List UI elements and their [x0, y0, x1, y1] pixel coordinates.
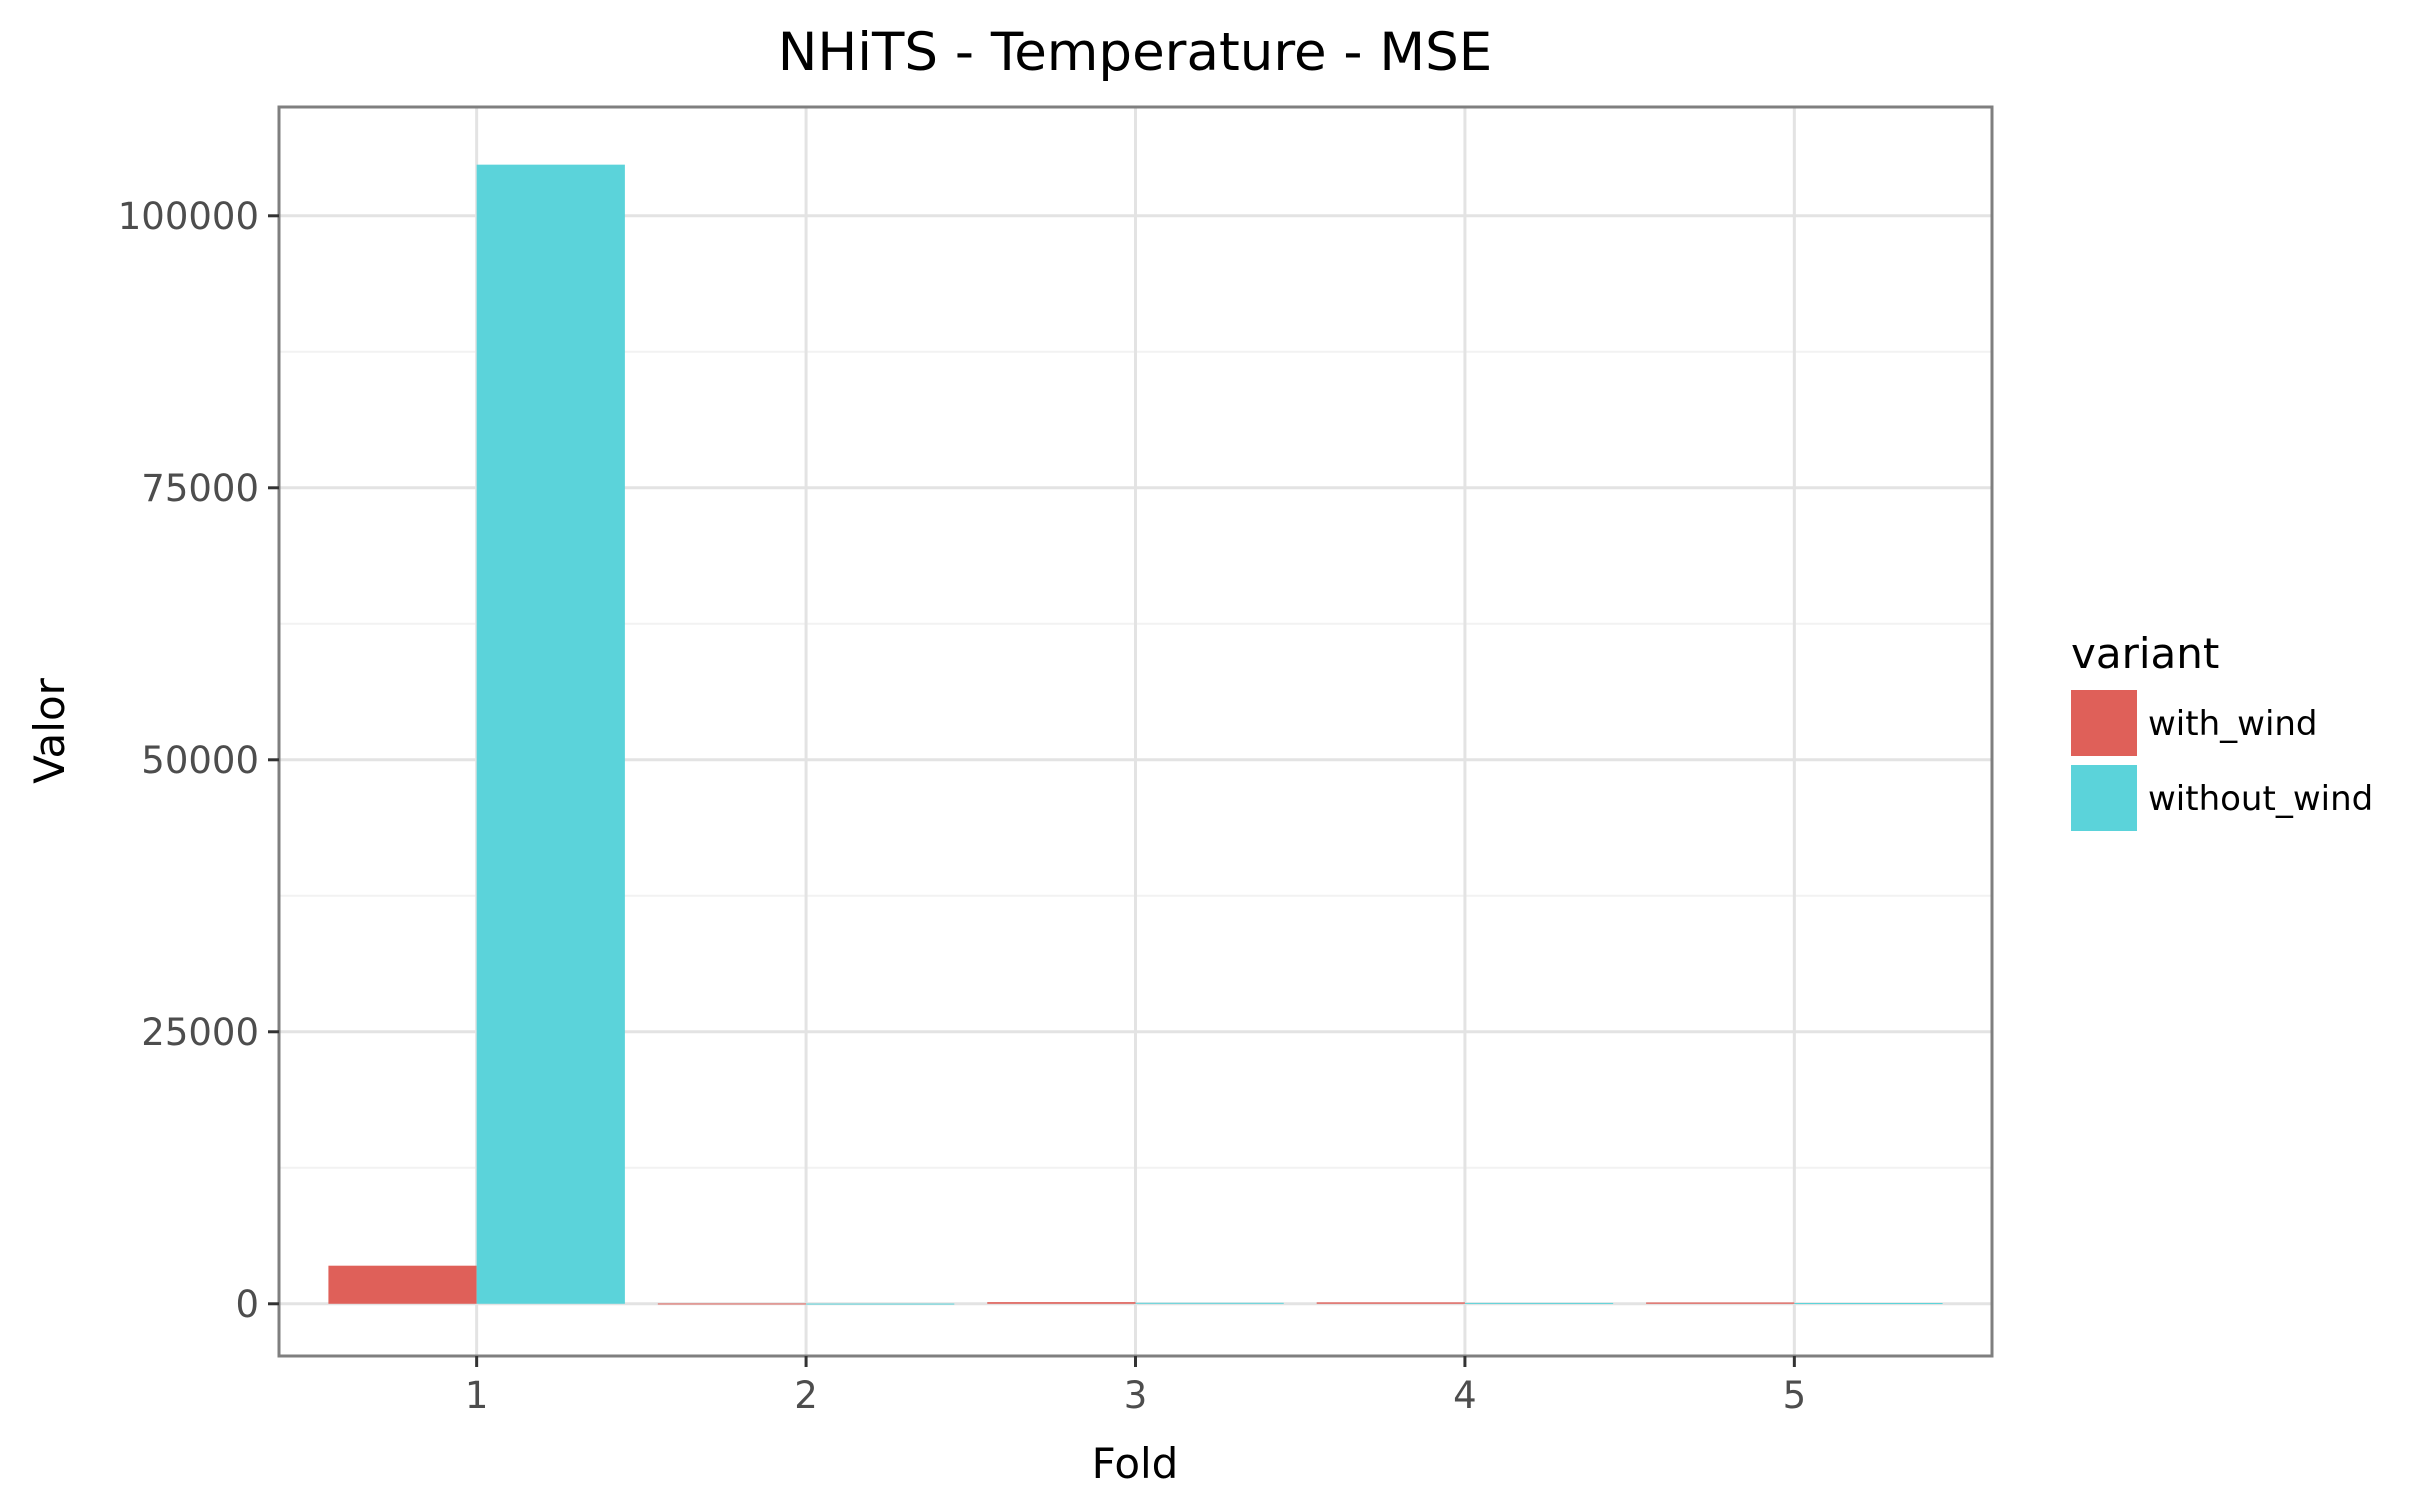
y-axis-title: Valor — [25, 677, 74, 784]
bar-without_wind-fold-1 — [476, 164, 625, 1304]
bar-with_wind-fold-4 — [1316, 1302, 1465, 1304]
bar-without_wind-fold-2 — [806, 1303, 955, 1305]
bar-without_wind-fold-3 — [1135, 1302, 1284, 1304]
x-tick-label: 2 — [794, 1374, 818, 1417]
bar-with_wind-fold-2 — [657, 1303, 807, 1305]
bars — [328, 164, 1943, 1305]
bar-without_wind-fold-4 — [1464, 1302, 1614, 1304]
legend-label: without_wind — [2148, 779, 2373, 819]
legend-label: with_wind — [2148, 704, 2318, 744]
y-tick-label: 75000 — [141, 467, 259, 510]
y-axis: 0 25000 50000 75000 100000 — [118, 195, 279, 1326]
bar-with_wind-fold-5 — [1646, 1302, 1795, 1304]
bar-with_wind-fold-3 — [987, 1302, 1136, 1304]
y-tick-label: 25000 — [141, 1011, 259, 1054]
y-tick-label: 100000 — [118, 195, 259, 238]
legend: variant with_wind without_wind — [2071, 629, 2373, 831]
bar-with_wind-fold-1 — [328, 1265, 477, 1304]
x-axis-title: Fold — [1092, 1439, 1179, 1488]
y-tick-label: 50000 — [141, 739, 259, 782]
x-tick-label: 5 — [1783, 1374, 1807, 1417]
legend-key-with_wind — [2071, 690, 2137, 756]
x-tick-label: 1 — [465, 1374, 489, 1417]
x-axis: 1 2 3 4 5 — [465, 1356, 1806, 1417]
legend-key-without_wind — [2071, 765, 2137, 831]
chart-title: NHiTS - Temperature - MSE — [778, 22, 1492, 83]
legend-title: variant — [2071, 629, 2219, 678]
x-tick-label: 4 — [1453, 1374, 1477, 1417]
y-tick-label: 0 — [235, 1283, 259, 1326]
bar-without_wind-fold-5 — [1794, 1303, 1943, 1305]
x-tick-label: 3 — [1124, 1374, 1148, 1417]
